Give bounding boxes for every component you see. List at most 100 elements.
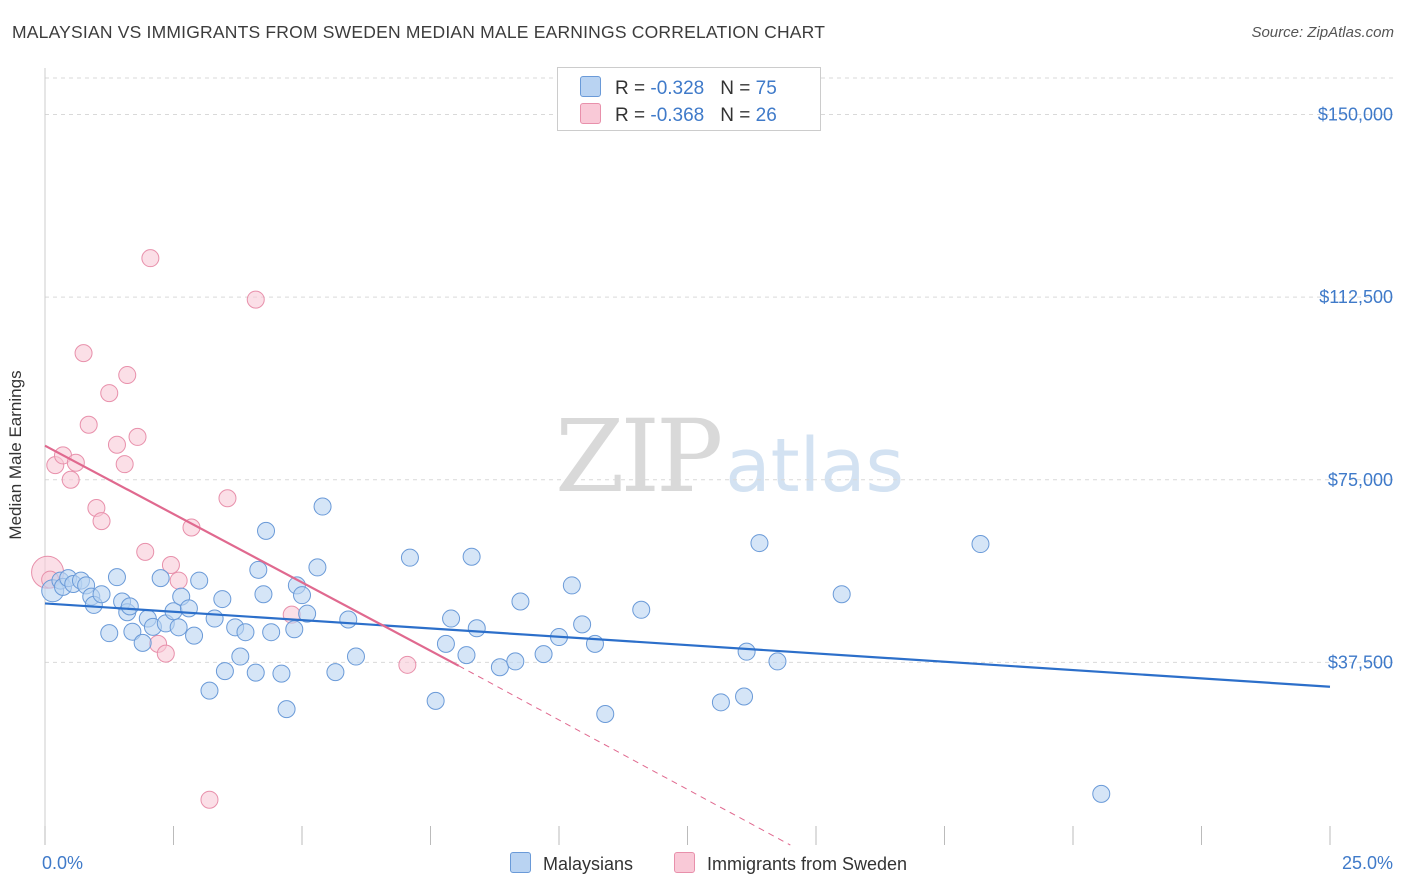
bottom-legend-malaysians: Malaysians xyxy=(510,852,633,875)
data-point-malaysians xyxy=(506,652,525,671)
data-point-malaysians xyxy=(632,600,651,619)
data-point-malaysians xyxy=(436,634,455,653)
watermark-atlas: atlas xyxy=(725,423,905,509)
data-point-malaysians xyxy=(257,521,276,540)
data-point-sweden xyxy=(161,555,180,574)
series-malaysians xyxy=(41,497,1111,803)
legend-n-label: N = xyxy=(720,105,756,126)
bottom-legend-label: Malaysians xyxy=(543,854,634,874)
data-point-malaysians xyxy=(462,547,481,566)
data-point-sweden xyxy=(218,489,237,508)
legend-n-value: 75 xyxy=(755,78,777,99)
data-point-malaysians xyxy=(133,633,152,652)
data-point-sweden xyxy=(128,427,147,446)
data-point-malaysians xyxy=(205,609,224,628)
data-point-malaysians xyxy=(298,604,317,623)
axes xyxy=(44,68,1331,845)
legend-r-value: -0.328 xyxy=(650,78,705,99)
legend-r-label: R = xyxy=(615,78,651,99)
trend-line-malaysians xyxy=(44,602,1331,688)
data-point-malaysians xyxy=(277,700,296,719)
data-point-malaysians xyxy=(511,592,530,611)
data-point-malaysians xyxy=(400,548,419,567)
data-point-malaysians xyxy=(971,535,990,554)
legend-n-value: 26 xyxy=(755,105,777,126)
data-point-malaysians xyxy=(313,497,332,516)
data-point-malaysians xyxy=(231,647,250,666)
data-point-malaysians xyxy=(832,585,851,604)
data-point-malaysians xyxy=(442,609,461,628)
bottom-legend-sweden: Immigrants from Sweden xyxy=(674,852,907,875)
y-tick-label: $112,500 xyxy=(1319,287,1393,307)
data-point-malaysians xyxy=(200,681,219,700)
data-point-malaysians xyxy=(151,569,170,588)
data-point-sweden xyxy=(200,790,219,809)
data-point-malaysians xyxy=(215,662,234,681)
data-point-malaysians xyxy=(262,623,281,642)
data-point-malaysians xyxy=(308,558,327,577)
x-tick-labels: 0.0% 25.0% xyxy=(42,853,1393,873)
data-point-sweden xyxy=(92,512,111,531)
data-point-malaysians xyxy=(596,705,615,724)
data-point-malaysians xyxy=(123,622,142,641)
data-point-malaysians xyxy=(737,642,756,661)
chart-title: MALAYSIAN VS IMMIGRANTS FROM SWEDEN MEDI… xyxy=(12,22,826,42)
bottom-legend-swatch-blue xyxy=(510,852,531,873)
data-point-malaysians xyxy=(179,599,198,618)
data-point-malaysians xyxy=(169,618,188,637)
data-point-malaysians xyxy=(534,645,553,664)
data-point-malaysians xyxy=(426,691,445,710)
data-point-malaysians xyxy=(285,620,304,639)
legend-row-malaysians: R = -0.328 N = 75 xyxy=(580,76,777,100)
legend-r-label: R = xyxy=(615,105,651,126)
legend-r-value: -0.368 xyxy=(650,105,705,126)
data-point-malaysians xyxy=(92,585,111,604)
data-point-malaysians xyxy=(213,590,232,609)
legend-swatch-blue xyxy=(580,76,601,97)
data-point-malaysians xyxy=(573,615,592,634)
legend-row-sweden: R = -0.368 N = 26 xyxy=(580,103,777,127)
grid-lines xyxy=(45,77,1395,663)
data-point-malaysians xyxy=(254,585,273,604)
data-point-malaysians xyxy=(293,586,311,605)
data-point-malaysians xyxy=(457,646,476,665)
x-tick-label: 25.0% xyxy=(1342,853,1393,873)
data-point-malaysians xyxy=(339,610,358,629)
data-point-malaysians xyxy=(711,693,730,712)
y-tick-label: $75,000 xyxy=(1328,470,1393,490)
y-tick-label: $37,500 xyxy=(1328,652,1393,672)
data-point-malaysians xyxy=(185,626,204,645)
x-tick-label: 0.0% xyxy=(42,853,83,873)
data-point-sweden xyxy=(115,455,134,474)
data-point-malaysians xyxy=(346,647,365,666)
data-point-malaysians xyxy=(326,663,345,682)
data-point-sweden xyxy=(74,344,93,363)
data-point-malaysians xyxy=(236,623,255,642)
watermark: ZIPatlas xyxy=(555,398,904,515)
bottom-legend-label: Immigrants from Sweden xyxy=(707,854,908,874)
trend-line-sweden xyxy=(44,444,460,667)
series-immigrants-from-sweden xyxy=(31,249,417,809)
data-point-sweden xyxy=(246,290,265,309)
legend-n-label: N = xyxy=(720,78,756,99)
data-point-malaysians xyxy=(249,560,268,579)
data-point-sweden xyxy=(107,435,126,454)
data-point-sweden xyxy=(136,542,155,561)
source-note: Source: ZipAtlas.com xyxy=(1251,24,1394,41)
data-point-malaysians xyxy=(490,658,509,677)
data-point-malaysians xyxy=(100,624,119,643)
data-point-sweden xyxy=(141,249,160,268)
data-point-malaysians xyxy=(467,619,486,638)
stats-legend: R = -0.328 N = 75 R = -0.368 N = 26 xyxy=(557,67,821,131)
data-point-malaysians xyxy=(1092,784,1111,803)
data-point-sweden xyxy=(156,644,175,663)
data-point-sweden xyxy=(79,415,98,434)
y-tick-label: $150,000 xyxy=(1318,105,1393,125)
data-point-malaysians xyxy=(120,597,139,616)
y-tick-labels: $37,500 $75,000 $112,500 $150,000 xyxy=(1318,105,1393,673)
data-point-malaysians xyxy=(107,568,126,587)
data-point-sweden xyxy=(61,470,80,489)
data-point-malaysians xyxy=(272,664,291,683)
trend-line-sweden-extension xyxy=(458,665,791,846)
